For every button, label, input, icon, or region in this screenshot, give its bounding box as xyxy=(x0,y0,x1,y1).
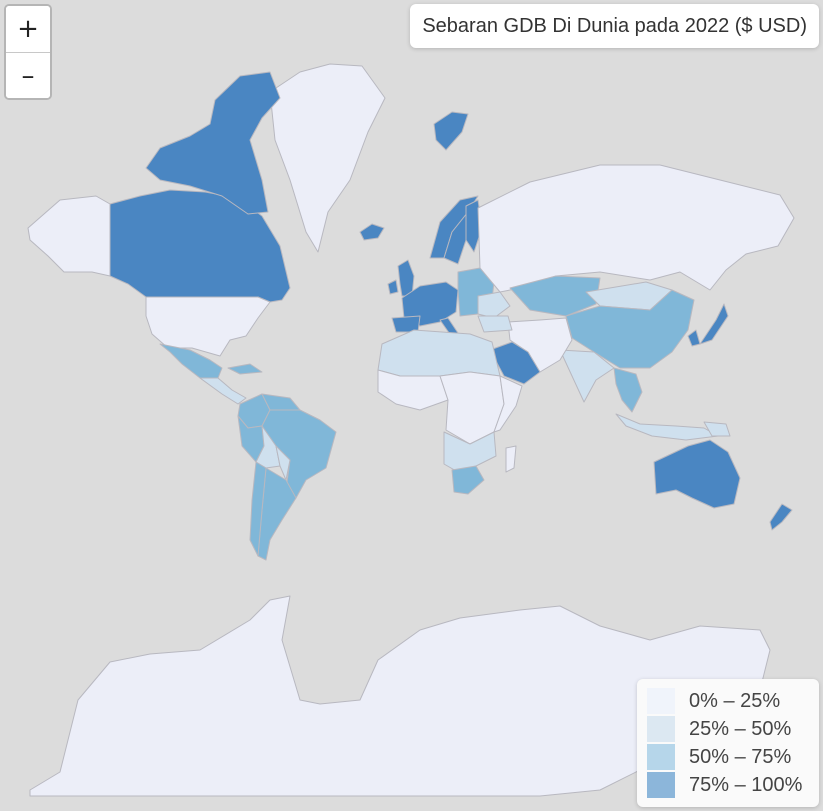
legend-item: 25% – 50% xyxy=(647,715,809,743)
region-australia[interactable]: Australia xyxy=(653,439,741,509)
legend: 0% – 25% 25% – 50% 50% – 75% 75% – 100% xyxy=(637,679,819,807)
region-ukraine[interactable]: Ukraine xyxy=(477,291,511,319)
legend-label: 25% – 50% xyxy=(689,717,792,740)
region-southern-africa[interactable]: Southern Africa xyxy=(443,431,497,473)
region-svalbard[interactable]: Svalbard xyxy=(433,111,469,151)
region-new-zealand[interactable]: New Zealand xyxy=(769,503,793,531)
region-southeast-asia[interactable]: Southeast Asia xyxy=(613,367,643,413)
legend-swatch xyxy=(647,716,675,742)
region-south-africa[interactable]: South Africa xyxy=(451,465,485,495)
zoom-control: + – xyxy=(4,4,52,100)
region-ireland[interactable]: Ireland xyxy=(387,279,399,295)
region-antarctica[interactable]: Antarctica xyxy=(29,595,771,797)
region-papua-new-guinea[interactable]: Papua New Guinea xyxy=(703,421,731,437)
region-south-korea[interactable]: South Korea xyxy=(687,329,701,347)
region-saudi-arabia[interactable]: Saudi Arabia xyxy=(489,341,541,385)
region-chile[interactable]: Chile xyxy=(249,461,267,557)
legend-item: 0% – 25% xyxy=(647,687,809,715)
legend-item: 50% – 75% xyxy=(647,743,809,771)
region-iceland[interactable]: Iceland xyxy=(359,223,385,241)
region-greenland[interactable]: Greenland xyxy=(269,63,386,253)
region-spain[interactable]: Spain xyxy=(391,315,421,333)
region-alaska[interactable]: Alaska xyxy=(27,195,111,277)
region-united-states[interactable]: United States xyxy=(145,296,271,357)
region-cuba[interactable]: Cuba xyxy=(227,363,263,375)
zoom-out-button[interactable]: – xyxy=(6,52,50,98)
region-madagascar[interactable]: Madagascar xyxy=(505,445,517,473)
region-china[interactable]: China xyxy=(565,289,695,369)
legend-item: 75% – 100% xyxy=(647,771,809,799)
legend-swatch xyxy=(647,744,675,770)
region-japan[interactable]: Japan xyxy=(699,303,729,345)
legend-label: 50% – 75% xyxy=(689,745,792,768)
legend-label: 75% – 100% xyxy=(689,773,803,796)
region-kazakhstan[interactable]: Kazakhstan xyxy=(509,275,601,317)
zoom-in-button[interactable]: + xyxy=(6,6,50,52)
region-central-america[interactable]: Central America xyxy=(199,377,247,405)
region-west-africa[interactable]: West Africa xyxy=(377,369,449,411)
legend-label: 0% – 25% xyxy=(689,689,781,712)
region-turkey[interactable]: Turkey xyxy=(477,315,513,333)
legend-swatch xyxy=(647,688,675,714)
region-india[interactable]: India xyxy=(559,349,615,403)
map-title: Sebaran GDB Di Dunia pada 2022 ($ USD) xyxy=(410,4,819,48)
region-canada[interactable]: Canada xyxy=(109,189,291,303)
legend-swatch xyxy=(647,772,675,798)
region-canadian-arctic-archipelago[interactable]: Canadian Arctic Archipelago xyxy=(145,71,281,215)
region-east-africa[interactable]: East Africa xyxy=(493,375,523,433)
